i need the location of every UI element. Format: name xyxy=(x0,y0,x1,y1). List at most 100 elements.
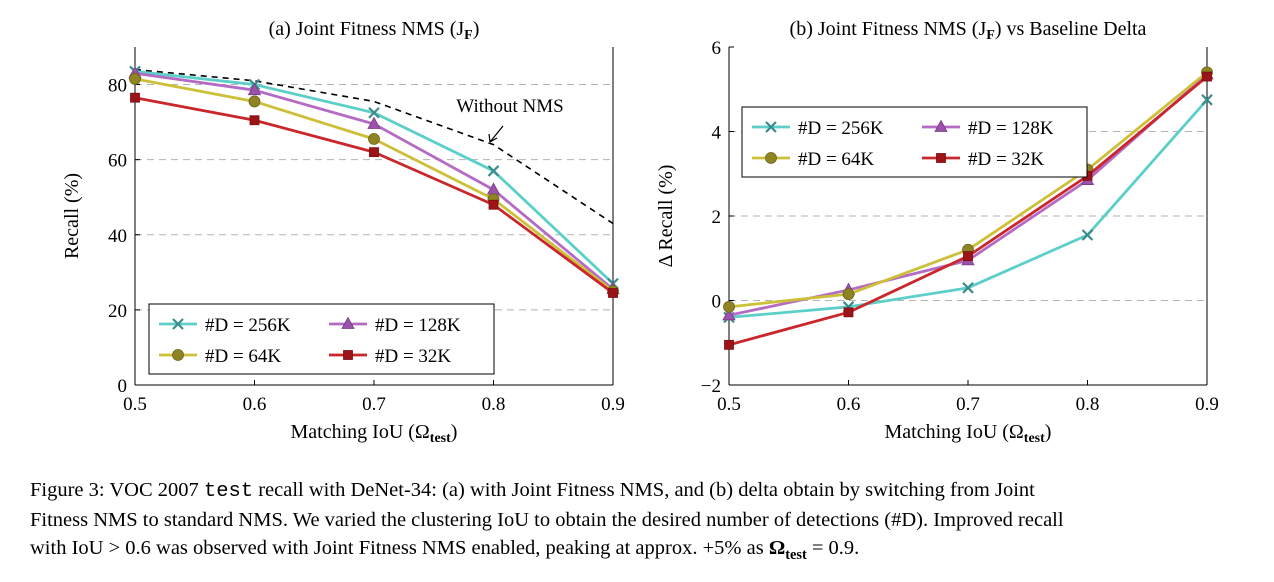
x-tick-label: 0.8 xyxy=(1076,394,1100,415)
legend-item: #D = 32K xyxy=(329,346,451,367)
chart-panel-b: −2 0 2 4 6 0.5 0.6 0.7 0.8 0.9 (b) Joint Fitness N… xyxy=(655,18,1219,446)
legend-marker xyxy=(765,121,777,133)
legend-item: #D = 32K xyxy=(922,149,1044,170)
annotation-arrowhead xyxy=(488,133,498,143)
x-axis-label-close: ) xyxy=(451,421,458,443)
caption-line-3a: with IoU > 0.6 was observed with Joint F… xyxy=(30,537,769,559)
legend-label: #D = 64K xyxy=(798,149,874,170)
chart-title-main: (a) Joint Fitness NMS (J xyxy=(269,18,465,40)
x-tick-label: 0.5 xyxy=(717,394,741,415)
data-point xyxy=(247,82,262,96)
data-point xyxy=(722,307,736,321)
legend-item: #D = 128K xyxy=(922,118,1054,139)
y-axis-label: Δ Recall (%) xyxy=(655,165,677,268)
x-axis-label: Matching IoU (Ωtest) xyxy=(291,421,458,446)
x-tick-label: 0.5 xyxy=(123,394,147,415)
data-point xyxy=(130,92,140,103)
caption-line-2: Fitness NMS to standard NMS. We varied t… xyxy=(30,509,1064,531)
legend-label: #D = 32K xyxy=(375,346,451,367)
chart-title: (a) Joint Fitness NMS (JF) xyxy=(269,18,480,43)
caption-label: Figure 3: VOC 2007 xyxy=(30,479,204,501)
chart-title-close: ) vs Baseline Delta xyxy=(995,18,1147,40)
data-point xyxy=(843,307,854,318)
caption-line-1: Figure 3: VOC 2007 test recall with DeNe… xyxy=(30,476,1252,506)
data-point xyxy=(368,106,380,119)
legend-item: #D = 256K xyxy=(752,118,884,139)
data-point xyxy=(962,282,974,294)
data-point xyxy=(842,288,855,301)
y-tick-label: 20 xyxy=(108,301,127,322)
series-triangle xyxy=(722,67,1214,321)
x-tick-label: 0.6 xyxy=(837,394,861,415)
x-axis-label-main: Matching IoU (Ω xyxy=(885,421,1024,443)
legend-marker xyxy=(934,119,948,132)
x-axis-label-sub: test xyxy=(1024,431,1045,446)
legend-label: #D = 64K xyxy=(205,346,281,367)
series-triangle xyxy=(128,65,620,295)
legend-item: #D = 64K xyxy=(159,346,281,367)
legend-label: #D = 256K xyxy=(205,315,291,336)
data-point xyxy=(488,199,499,210)
y-tick-label: −2 xyxy=(701,376,721,397)
legend-marker xyxy=(341,316,355,329)
figure-caption: Figure 3: VOC 2007 test recall with DeNe… xyxy=(30,476,1252,569)
without-nms-line xyxy=(134,68,614,225)
x-tick-label: 0.7 xyxy=(362,394,386,415)
legend-label: #D = 128K xyxy=(968,118,1054,139)
x-tick-label: 0.6 xyxy=(243,394,267,415)
legend-marker xyxy=(936,153,946,163)
data-point xyxy=(368,133,380,145)
annotation-label: Without NMS xyxy=(456,96,563,117)
chart-title-main: (b) Joint Fitness NMS (J xyxy=(790,18,987,40)
data-point xyxy=(367,116,381,129)
data-point xyxy=(1201,94,1213,106)
x-axis-label: Matching IoU (Ωtest) xyxy=(885,421,1052,446)
annotation-arrow xyxy=(489,125,504,143)
x-axis-label-close: ) xyxy=(1045,421,1052,443)
data-point xyxy=(608,288,618,298)
chart-title-sub: F xyxy=(464,28,473,43)
x-tick-label: 0.8 xyxy=(482,394,506,415)
data-point xyxy=(1202,71,1212,82)
chart-title-close: ) xyxy=(473,18,480,40)
data-point xyxy=(724,339,734,350)
data-point xyxy=(1081,229,1094,241)
x-axis-label-main: Matching IoU (Ω xyxy=(291,421,430,443)
y-tick-label: 6 xyxy=(712,38,722,59)
data-point xyxy=(487,165,500,177)
caption-code-test: test xyxy=(203,480,254,503)
legend-label: #D = 32K xyxy=(968,149,1044,170)
series-x xyxy=(723,94,1213,324)
legend-marker xyxy=(172,318,184,330)
y-tick-label: 4 xyxy=(712,123,722,144)
legend-marker xyxy=(765,152,777,164)
y-tick-label: 2 xyxy=(712,207,722,228)
chart-title: (b) Joint Fitness NMS (JF) vs Baseline D… xyxy=(790,18,1147,43)
data-point xyxy=(963,251,973,262)
legend: #D = 256K #D = 128K #D = 64K #D = 32K xyxy=(148,303,495,375)
caption-line-1-text: recall with DeNet-34: (a) with Joint Fit… xyxy=(253,479,1035,501)
legend-marker xyxy=(343,350,353,360)
data-point xyxy=(249,115,260,126)
caption-line-3b: = 0.9. xyxy=(806,537,860,559)
x-tick-label: 0.7 xyxy=(956,394,980,415)
legend-item: #D = 64K xyxy=(752,149,874,170)
y-tick-label: 80 xyxy=(108,76,127,97)
y-tick-label: 40 xyxy=(108,226,127,247)
legend-box xyxy=(741,106,1088,178)
legend-label: #D = 256K xyxy=(798,118,884,139)
legend-item: #D = 128K xyxy=(329,315,461,336)
y-tick-label: 0 xyxy=(118,376,128,397)
data-point xyxy=(129,73,141,85)
legend: #D = 256K #D = 128K #D = 64K #D = 32K xyxy=(741,106,1088,178)
caption-line-3: with IoU > 0.6 was observed with Joint F… xyxy=(30,534,1252,569)
x-tick-label: 0.9 xyxy=(601,394,625,415)
y-tick-label: 60 xyxy=(108,151,127,172)
series-circle xyxy=(723,66,1213,313)
legend-box xyxy=(148,303,495,375)
legend-item: #D = 256K xyxy=(159,315,291,336)
y-axis-label: Recall (%) xyxy=(61,173,83,259)
legend-marker xyxy=(172,349,184,361)
data-point xyxy=(369,147,379,158)
caption-omega-sub: test xyxy=(785,547,807,564)
